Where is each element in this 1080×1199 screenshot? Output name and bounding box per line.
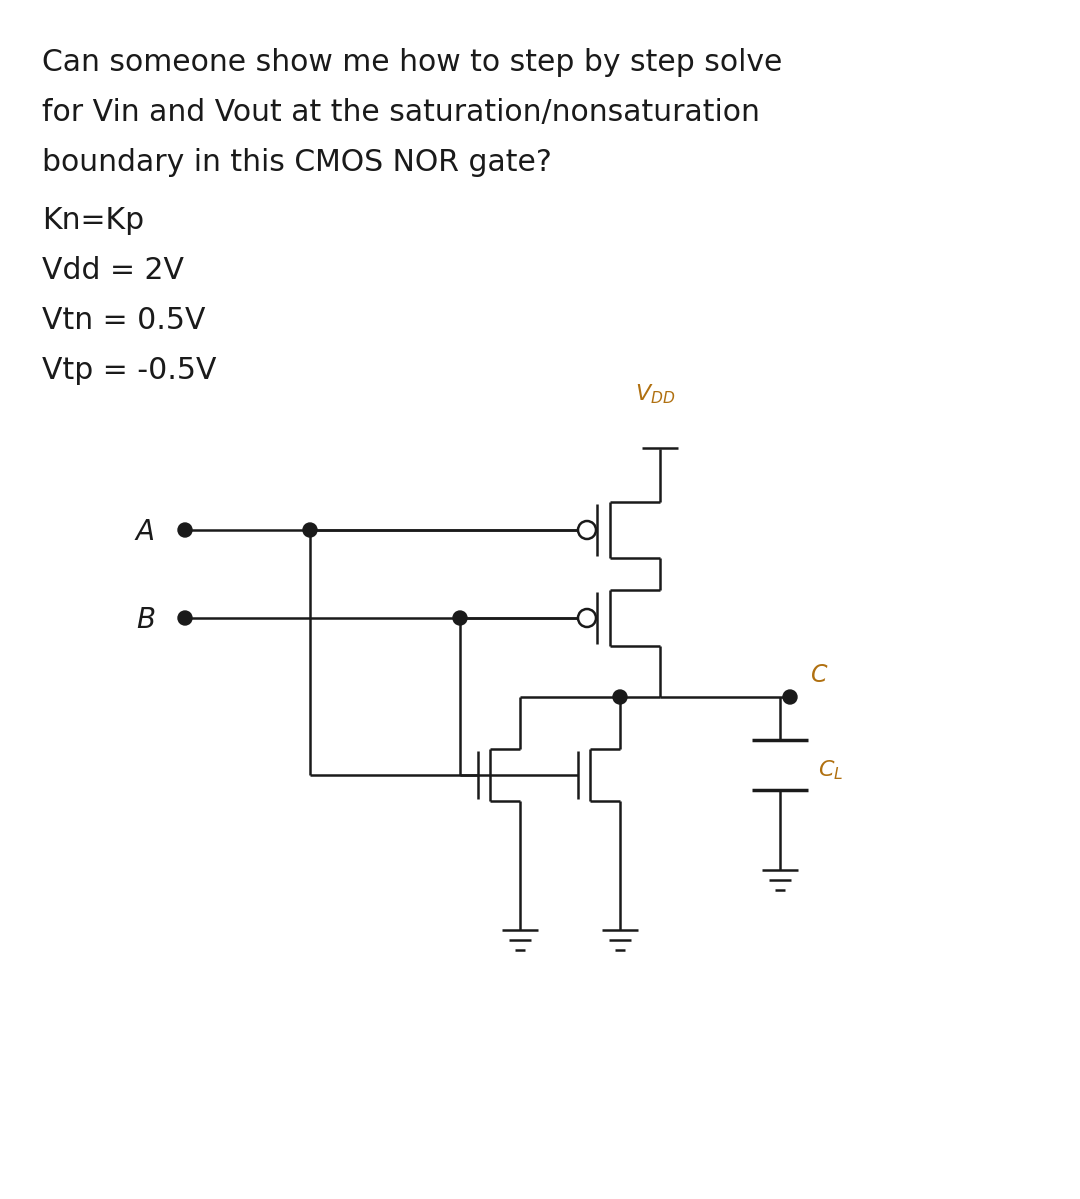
Text: Can someone show me how to step by step solve: Can someone show me how to step by step … xyxy=(42,48,782,77)
Text: $A$: $A$ xyxy=(134,518,156,546)
Circle shape xyxy=(613,689,627,704)
Circle shape xyxy=(303,523,318,537)
Circle shape xyxy=(578,609,596,627)
Text: for Vin and Vout at the saturation/nonsaturation: for Vin and Vout at the saturation/nonsa… xyxy=(42,98,760,127)
Circle shape xyxy=(783,689,797,704)
Text: boundary in this CMOS NOR gate?: boundary in this CMOS NOR gate? xyxy=(42,147,552,177)
Text: $V_{DD}$: $V_{DD}$ xyxy=(635,382,675,406)
Text: Vdd = 2V: Vdd = 2V xyxy=(42,257,184,285)
Text: $C$: $C$ xyxy=(810,663,828,687)
Text: Vtn = 0.5V: Vtn = 0.5V xyxy=(42,306,205,335)
Text: Kn=Kp: Kn=Kp xyxy=(42,206,144,235)
Circle shape xyxy=(178,523,192,537)
Text: Vtp = -0.5V: Vtp = -0.5V xyxy=(42,356,216,385)
Circle shape xyxy=(578,522,596,540)
Text: $B$: $B$ xyxy=(136,605,156,634)
Circle shape xyxy=(453,611,467,625)
Text: $C_L$: $C_L$ xyxy=(818,758,843,782)
Circle shape xyxy=(178,611,192,625)
